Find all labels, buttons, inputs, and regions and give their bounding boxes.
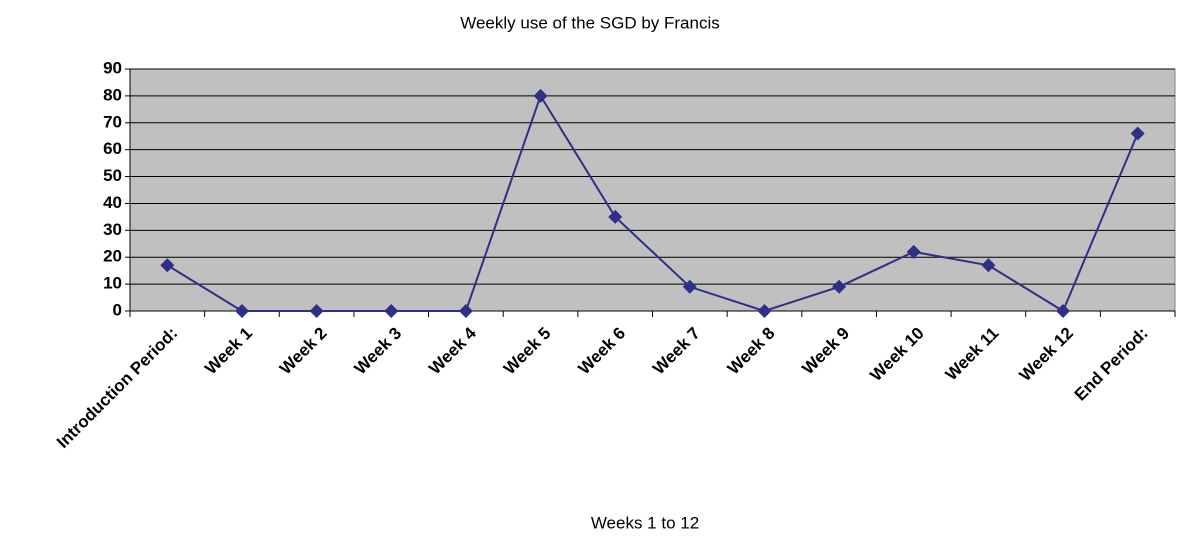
x-axis-label: Weeks 1 to 12 (591, 513, 699, 532)
y-tick-label: 20 (103, 247, 122, 266)
x-tick-label: End Period: (1071, 324, 1152, 405)
marker (757, 304, 772, 318)
line (166, 93, 1139, 313)
marker (458, 304, 473, 318)
x-tick-label: Week 8 (724, 324, 779, 379)
x-tick-label: Week 7 (649, 324, 704, 379)
y-tick-label: 30 (103, 220, 122, 239)
marker (1056, 304, 1071, 318)
x-tick-label: Week 10 (866, 324, 927, 385)
marker (160, 258, 175, 273)
marker (234, 304, 249, 318)
marker (608, 209, 623, 224)
marker (533, 88, 548, 103)
x-tick-label: Week 9 (798, 324, 853, 379)
y-tick-label: 90 (103, 58, 122, 77)
chart-title: Weekly use of the SGD by Francis (460, 13, 720, 32)
x-tick-label: Week 3 (351, 324, 406, 379)
x-tick-label: Week 5 (500, 324, 555, 379)
marker (309, 304, 324, 318)
y-tick-label: 60 (103, 139, 122, 158)
y-tick-label: 80 (103, 85, 122, 104)
x-tick-label: Week 2 (276, 324, 331, 379)
y-tick-label: 50 (103, 166, 122, 185)
y-tick-label: 40 (103, 193, 122, 212)
marker (682, 279, 697, 294)
x-tick-label: Week 11 (942, 324, 1003, 385)
x-tick-label: Week 4 (425, 323, 480, 378)
marker (906, 244, 921, 259)
x-tick-label: Week 6 (575, 324, 630, 379)
x-tick-label: Week 1 (201, 324, 256, 379)
x-tick-label: Introduction Period: (53, 324, 181, 452)
x-tick-label: Week 12 (1016, 324, 1077, 385)
y-tick-label: 70 (103, 112, 122, 131)
marker (1130, 126, 1145, 141)
marker (384, 304, 399, 318)
marker (832, 279, 847, 294)
y-tick-label: 0 (113, 300, 122, 319)
plot-area (129, 68, 1176, 312)
y-tick-label: 10 (103, 274, 122, 293)
marker (981, 258, 996, 273)
